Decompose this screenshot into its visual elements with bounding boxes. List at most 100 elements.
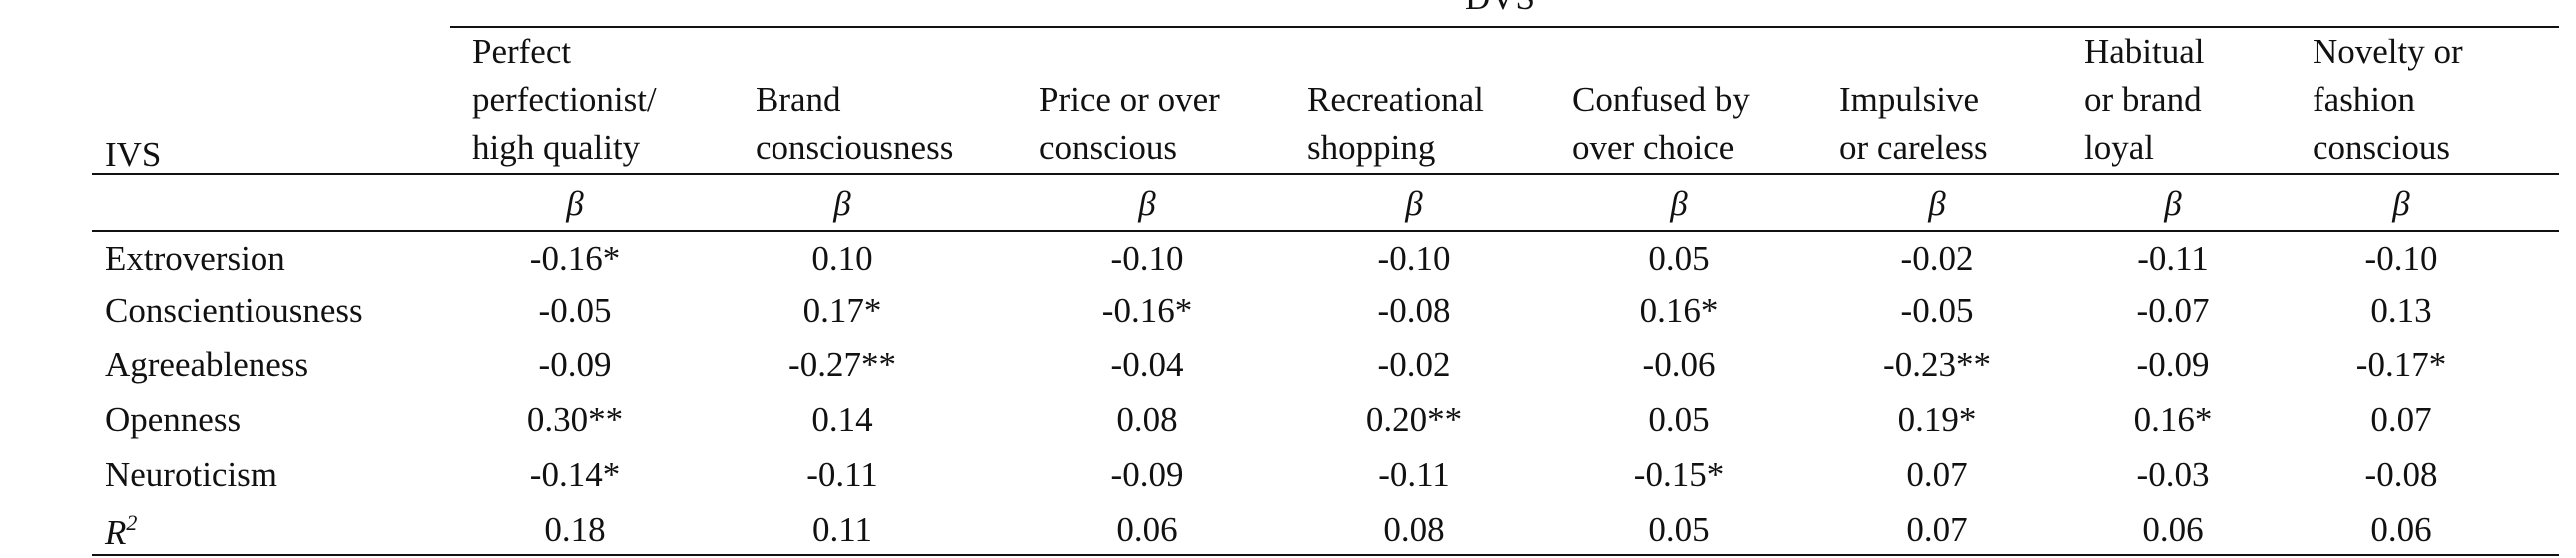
cell-value: -0.09	[2136, 345, 2210, 384]
column-header-line: or brand	[2084, 80, 2202, 119]
column-header-line: shopping	[1307, 128, 1436, 167]
cell-value: -0.11	[806, 455, 878, 494]
cell-value: -0.08	[2364, 455, 2438, 494]
column-header-line: conscious	[1039, 128, 1178, 167]
cell-value: -0.10	[2364, 239, 2438, 278]
column-header-line: Price or over	[1039, 80, 1220, 119]
column-header-line: loyal	[2084, 128, 2154, 167]
cell-value: 0.13	[2370, 291, 2432, 330]
stat-symbol: β	[1670, 184, 1688, 223]
row-label: Agreeableness	[105, 347, 308, 382]
cell-value: -0.07	[2136, 291, 2210, 330]
column-header: Impulsive or careless	[1839, 76, 1988, 172]
row-label-sup: 2	[126, 510, 138, 535]
cell-value: 0.30**	[526, 400, 624, 439]
cell-value: -0.02	[1377, 345, 1451, 384]
cell-value: -0.10	[1110, 239, 1184, 278]
column-header-line: fashion	[2313, 80, 2416, 119]
stat-symbol: β	[1928, 184, 1946, 223]
cell-value: -0.11	[1378, 455, 1450, 494]
column-header-line: Perfect	[472, 32, 572, 71]
cell-value: -0.17*	[2355, 345, 2447, 384]
row-label: Openness	[105, 402, 241, 437]
stub-header: IVS	[105, 135, 162, 174]
cell-value: 0.08	[1116, 400, 1178, 439]
column-header-line: Confused by	[1572, 80, 1750, 119]
cell-value: 0.14	[811, 400, 873, 439]
cell-value: 0.07	[1906, 510, 1968, 549]
row-label-text: Neuroticism	[105, 455, 278, 494]
cell-value: -0.10	[1377, 239, 1451, 278]
cell-value: -0.03	[2136, 455, 2210, 494]
cell-value: -0.16*	[1101, 291, 1193, 330]
column-header-line: Habitual	[2084, 32, 2205, 71]
stat-symbol: β	[1405, 184, 1423, 223]
cell-value: -0.23**	[1883, 345, 1991, 384]
cell-value: -0.02	[1900, 239, 1974, 278]
cell-value: 0.19*	[1897, 400, 1977, 439]
row-label: Neuroticism	[105, 457, 277, 492]
cell-value: -0.08	[1377, 291, 1451, 330]
column-header: Price or over conscious	[1039, 76, 1220, 172]
stat-symbol: β	[2164, 184, 2182, 223]
cell-value: 0.20**	[1365, 400, 1463, 439]
column-header-line: Recreational	[1307, 80, 1484, 119]
column-header-line: high quality	[472, 128, 641, 167]
row-label: Conscientiousness	[105, 293, 363, 328]
cell-value: -0.04	[1110, 345, 1184, 384]
cell-value: 0.06	[2370, 510, 2432, 549]
rule	[450, 26, 2559, 28]
column-header: Novelty or fashion conscious	[2313, 28, 2463, 172]
cell-value: 0.05	[1648, 400, 1710, 439]
cell-value: 0.08	[1383, 510, 1445, 549]
cell-value: -0.05	[538, 291, 612, 330]
cell-value: 0.07	[1906, 455, 1968, 494]
rule	[92, 554, 2559, 556]
cell-value: 0.05	[1648, 239, 1710, 278]
column-header-line: or careless	[1839, 128, 1988, 167]
cell-value: 0.16*	[2133, 400, 2213, 439]
cell-value: 0.07	[2370, 400, 2432, 439]
row-label-text: R	[105, 513, 127, 552]
row-label-text: Extroversion	[105, 239, 285, 278]
row-label: Extroversion	[105, 241, 285, 276]
column-header-line: Impulsive	[1839, 80, 1979, 119]
stat-symbol: β	[833, 184, 851, 223]
cell-value: 0.16*	[1639, 291, 1719, 330]
cell-value: -0.09	[1110, 455, 1184, 494]
cell-value: -0.09	[538, 345, 612, 384]
cell-value: -0.16*	[529, 239, 621, 278]
row-label: R2	[105, 510, 138, 552]
cell-value: -0.11	[2137, 239, 2209, 278]
row-label-text: Agreeableness	[105, 345, 309, 384]
column-header: Habitual or brand loyal	[2084, 28, 2205, 172]
column-header-line: conscious	[2313, 128, 2451, 167]
column-header: Perfect perfectionist/high quality	[472, 28, 657, 172]
rule	[92, 173, 2559, 175]
cell-value: -0.27**	[788, 345, 896, 384]
column-header-line: over choice	[1572, 128, 1735, 167]
cell-value: -0.05	[1900, 291, 1974, 330]
rule	[92, 230, 2559, 232]
stat-symbol: β	[566, 184, 584, 223]
stat-symbol: β	[1138, 184, 1156, 223]
stat-symbol: β	[2392, 184, 2410, 223]
cell-value: 0.10	[811, 239, 873, 278]
cell-value: 0.17*	[802, 291, 882, 330]
cell-value: 0.05	[1648, 510, 1710, 549]
row-label-text: Conscientiousness	[105, 291, 363, 330]
cell-value: -0.06	[1642, 345, 1716, 384]
cell-value: 0.11	[812, 510, 872, 549]
column-header: Confused by over choice	[1572, 76, 1750, 172]
column-header-line: consciousness	[756, 128, 954, 167]
cell-value: 0.06	[1116, 510, 1178, 549]
cell-value: -0.15*	[1633, 455, 1725, 494]
column-header: Recreational shopping	[1307, 76, 1484, 172]
cell-value: 0.18	[544, 510, 606, 549]
column-header-line: Novelty or	[2313, 32, 2463, 71]
group-header: DVS	[1465, 0, 1535, 15]
cell-value: 0.06	[2142, 510, 2204, 549]
cell-value: -0.14*	[529, 455, 621, 494]
column-header-line: Brand	[756, 80, 841, 119]
